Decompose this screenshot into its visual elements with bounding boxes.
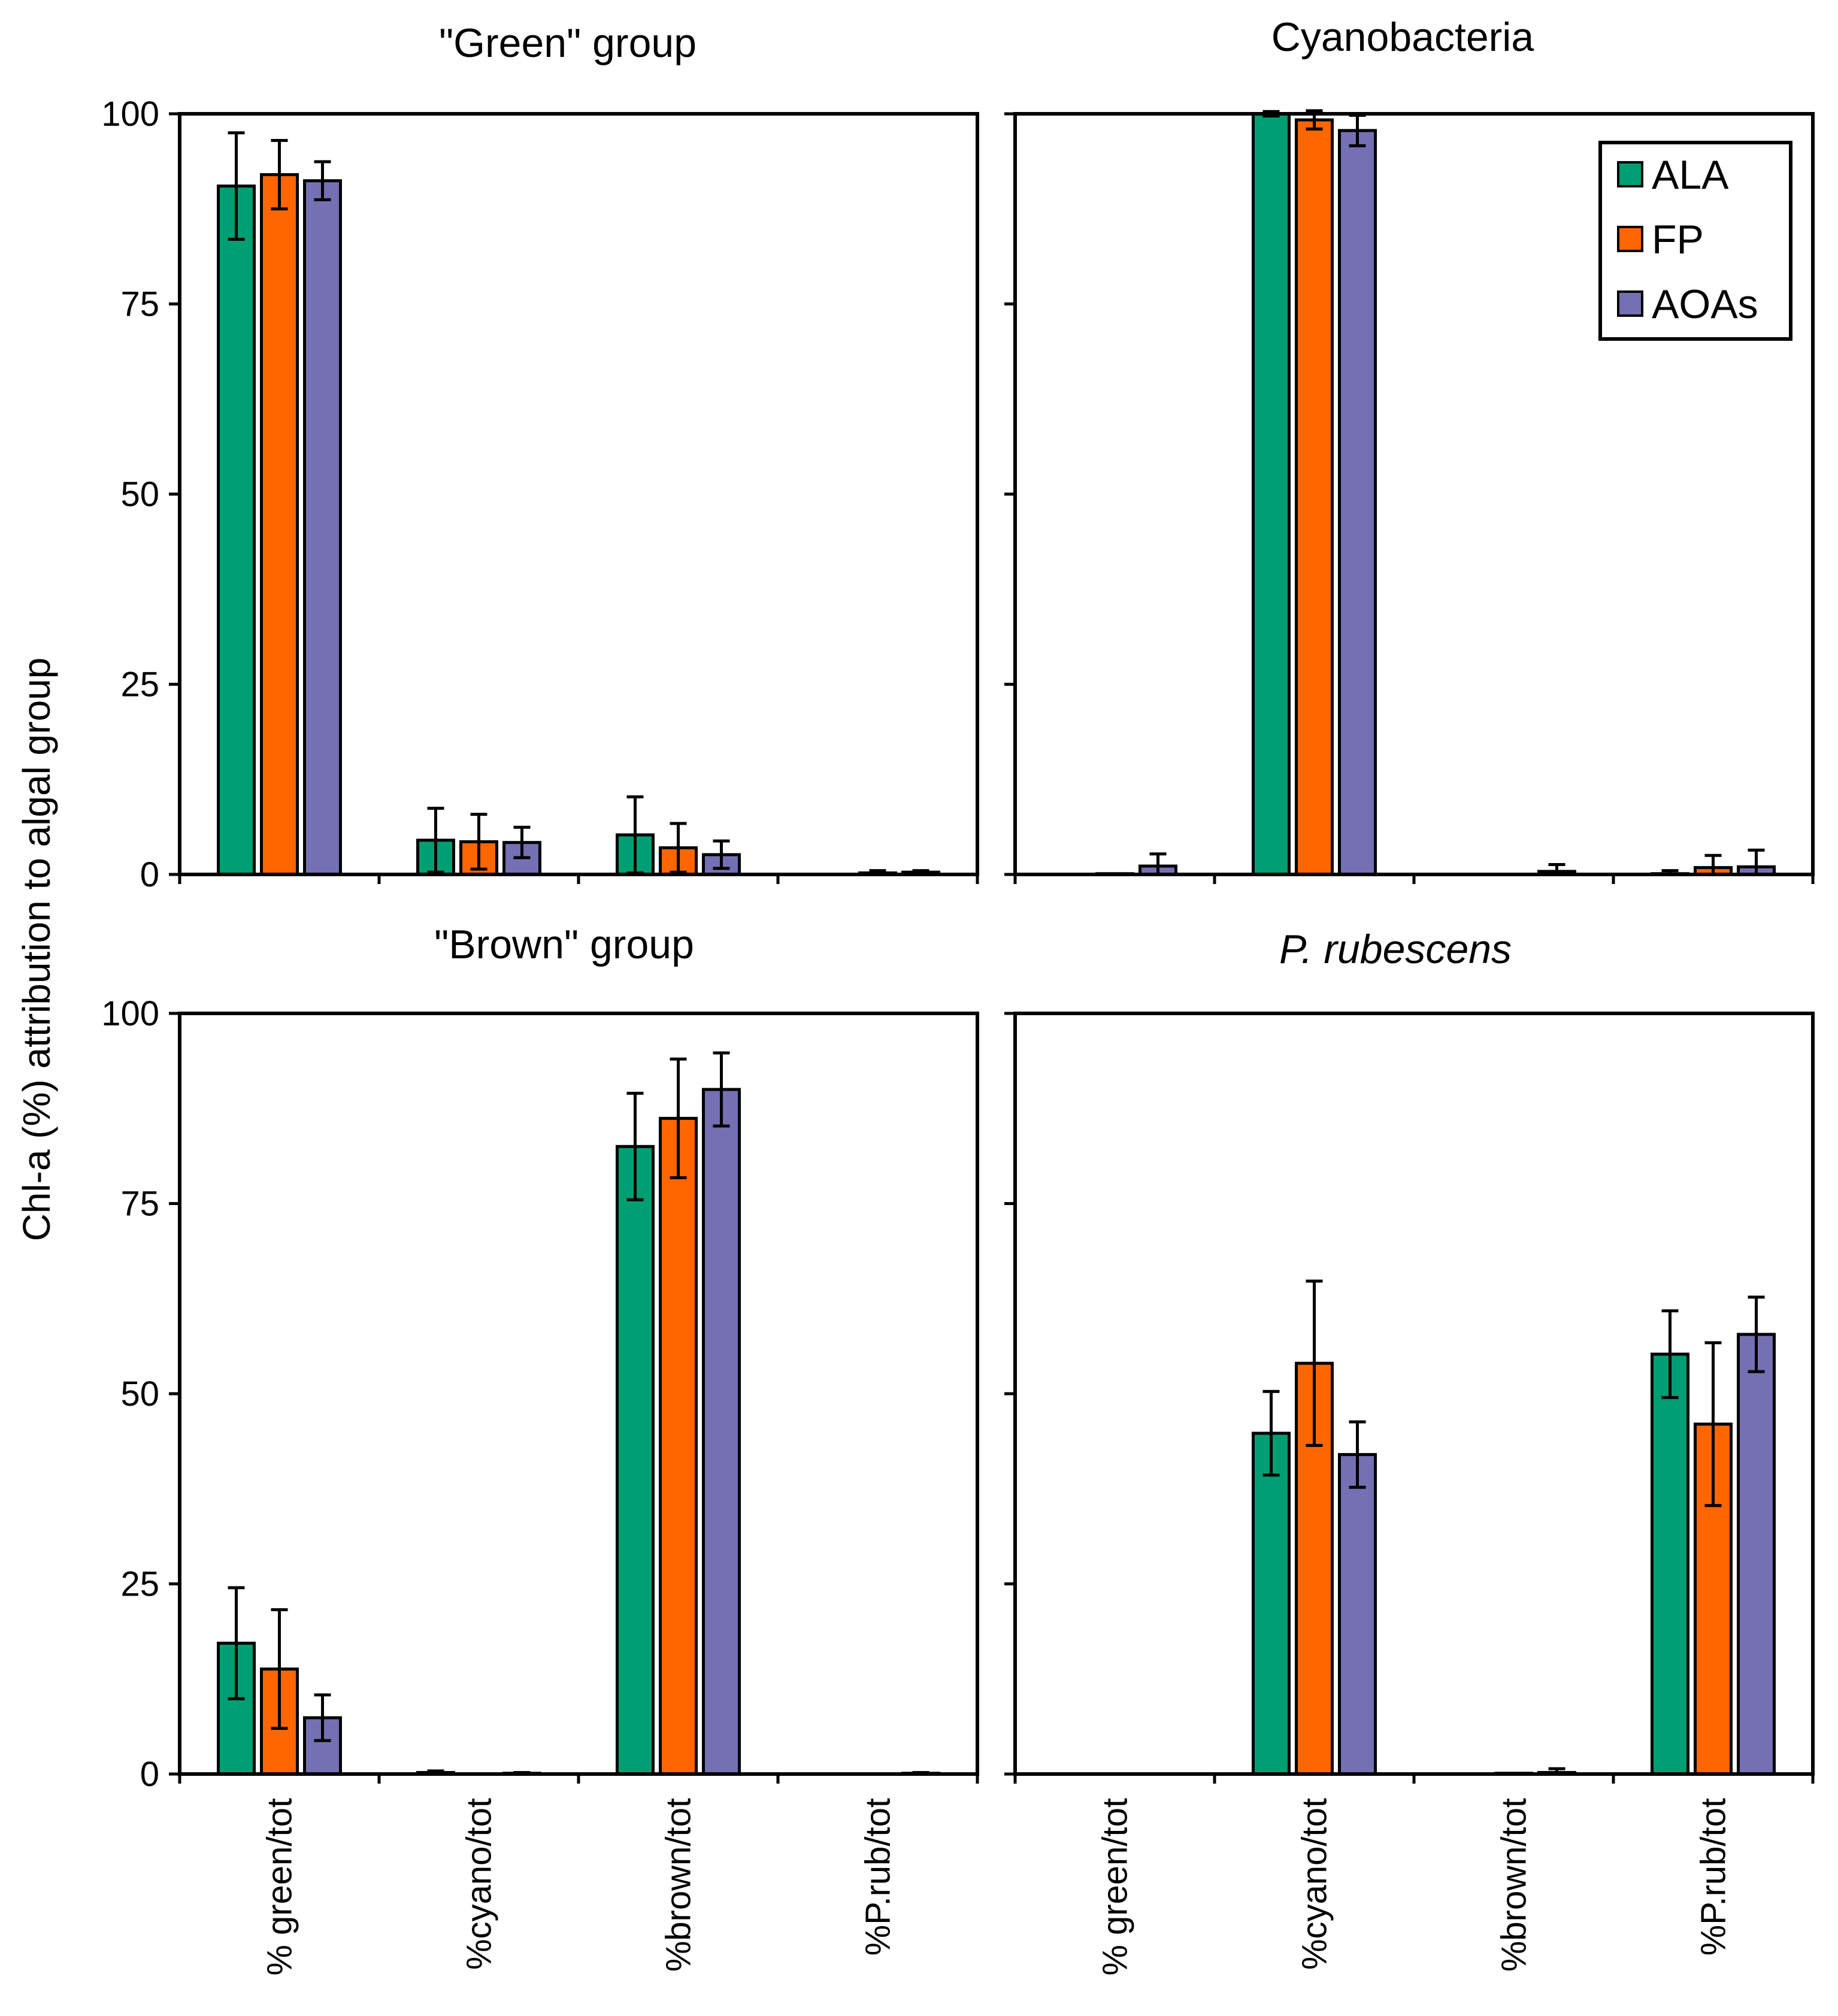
error-bar-fp-green-tot: [271, 1608, 288, 1730]
bar-fp-cyano-tot: [1295, 118, 1334, 876]
legend: ALA FP AOAs: [1598, 141, 1792, 341]
error-bar-aoas-green-tot: [314, 160, 331, 202]
error-bar-fp-p-rub-tot: [1704, 1341, 1722, 1508]
x-category-label-cyano-tot: %cyano/tot: [1295, 1798, 1334, 1970]
y-tick-label: 100: [101, 95, 159, 134]
panel-green-group: "Green" group 0 25 50 75 100: [101, 20, 979, 894]
bar-fp-green-tot: [260, 173, 299, 876]
legend-label-ala: ALA: [1652, 152, 1729, 198]
legend-swatch-ala: [1617, 161, 1643, 187]
panel-title-cyanobacteria: Cyanobacteria: [1271, 14, 1534, 60]
error-bar-aoas-brown-tot: [713, 839, 730, 870]
error-bar-aoas-cyano-tot: [513, 825, 531, 859]
y-tick-label: 50: [120, 475, 159, 514]
bar-aoas-p-rub-tot: [1737, 1333, 1776, 1776]
bar-ala-cyano-tot: [1252, 112, 1291, 876]
bar-fp-brown-tot: [659, 1116, 698, 1776]
x-category-label-green-tot: % green/tot: [261, 1798, 299, 1976]
error-bar-ala-cyano-tot: [427, 807, 444, 874]
y-tick-label: 0: [140, 855, 159, 894]
legend-label-aoas: AOAs: [1652, 281, 1758, 327]
error-bar-fp-cyano-tot: [470, 813, 487, 871]
legend-entry-fp: FP: [1617, 217, 1704, 262]
x-category-label-cyano-tot: %cyano/tot: [460, 1798, 499, 1970]
panel-p-rubescens: P. rubescens % green/tot %cyano/tot %brown…: [1004, 927, 1815, 1976]
bar-aoas-cyano-tot: [1338, 1453, 1377, 1776]
bar-ala-cyano-tot: [1252, 1431, 1291, 1776]
bar-aoas-brown-tot: [702, 1088, 741, 1776]
y-tick-label: 25: [120, 1565, 159, 1604]
legend-swatch-aoas: [1617, 290, 1643, 317]
plot-frame-p-rubescens: [1013, 1012, 1815, 1776]
panel-brown-group: "Brown" group 0 25 50 75 100 % green/tot %cyan…: [101, 922, 979, 1976]
x-category-label-brown-tot: %brown/tot: [659, 1798, 698, 1972]
x-category-label-p-rub-tot: %P.rub/tot: [1694, 1798, 1733, 1956]
panel-title-p-rubescens: P. rubescens: [1279, 927, 1512, 972]
legend-entry-ala: ALA: [1617, 152, 1729, 198]
x-category-label-brown-tot: %brown/tot: [1495, 1798, 1534, 1972]
error-bar-aoas-brown-tot: [713, 1051, 730, 1128]
legend-label-fp: FP: [1652, 217, 1704, 262]
y-tick-label: 75: [120, 285, 159, 324]
error-bar-ala-cyano-tot: [1262, 1390, 1280, 1477]
error-bar-ala-green-tot: [228, 1586, 245, 1700]
error-bar-fp-brown-tot: [670, 1057, 687, 1179]
panel-cyanobacteria: Cyanobacteria: [1004, 14, 1815, 884]
y-axis-label: Chl-a (%) attribution to algal group: [15, 658, 58, 1242]
plot-frame-cyanobacteria: [1013, 112, 1815, 876]
y-tick-label: 0: [140, 1755, 159, 1794]
error-bar-fp-brown-tot: [670, 822, 687, 874]
bar-ala-p-rub-tot: [1651, 1352, 1689, 1776]
error-bar-ala-green-tot: [228, 131, 245, 241]
error-bar-ala-brown-tot: [626, 1091, 644, 1201]
panel-title-brown: "Brown" group: [434, 922, 694, 967]
error-bar-fp-cyano-tot: [1306, 1279, 1323, 1447]
y-tick-label: 25: [120, 665, 159, 704]
plot-frame-brown: [178, 1012, 979, 1776]
panel-title-green: "Green" group: [439, 20, 697, 66]
x-category-label-p-rub-tot: %P.rub/tot: [859, 1798, 898, 1956]
bar-ala-green-tot: [217, 184, 256, 876]
error-bar-ala-p-rub-tot: [1661, 1309, 1679, 1399]
x-category-label-green-tot: % green/tot: [1096, 1798, 1135, 1976]
y-tick-label: 75: [120, 1185, 159, 1224]
bar-aoas-cyano-tot: [1338, 129, 1377, 876]
y-tick-label: 100: [101, 994, 159, 1033]
legend-swatch-fp: [1617, 226, 1643, 252]
legend-entry-aoas: AOAs: [1617, 281, 1758, 327]
error-bar-aoas-p-rub-tot: [1748, 1295, 1765, 1373]
error-bar-aoas-cyano-tot: [1349, 1420, 1366, 1489]
bar-ala-brown-tot: [616, 1145, 655, 1776]
error-bar-aoas-green-tot: [314, 1693, 331, 1742]
y-tick-label: 50: [120, 1375, 159, 1413]
bar-aoas-green-tot: [303, 179, 342, 876]
error-bar-fp-green-tot: [271, 138, 288, 211]
plot-frame-green: [178, 112, 979, 876]
